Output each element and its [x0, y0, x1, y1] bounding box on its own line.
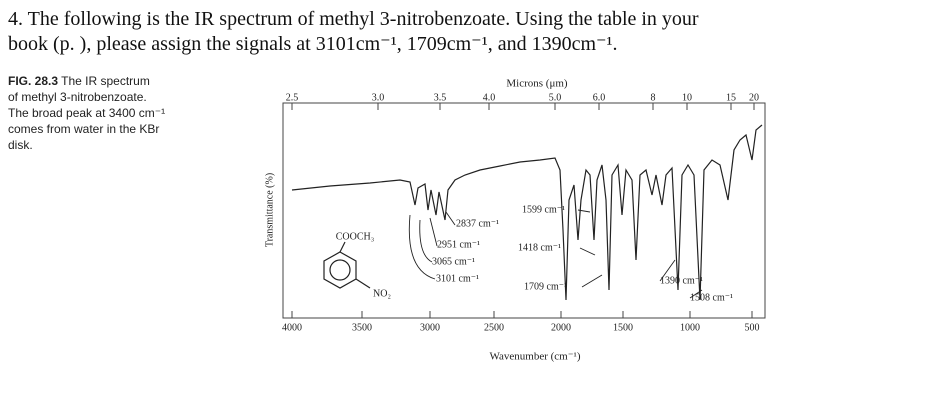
bottom-tick-label: 500	[745, 322, 760, 333]
top-tick-label: 15	[726, 92, 736, 103]
caption-text: of methyl 3-nitrobenzoate.	[8, 90, 147, 104]
top-tick-label: 20	[749, 92, 759, 103]
annotation: COOCH₃	[336, 231, 375, 242]
bottom-tick-label: 2500	[484, 322, 504, 333]
caption-text: disk.	[8, 138, 33, 152]
peak-arrows	[408, 209, 703, 299]
annotation: 1390 cm⁻¹	[660, 275, 703, 286]
spectrum-trace	[291, 124, 763, 301]
structure	[323, 241, 371, 289]
caption-text: comes from water in the KBr	[8, 122, 160, 136]
question-line: 4. The following is the IR spectrum of m…	[8, 8, 699, 30]
annotation: 1508 cm⁻¹	[690, 292, 733, 303]
top-tick-label: 6.0	[593, 92, 606, 103]
plot-frame	[282, 102, 766, 319]
annotation: 3101 cm⁻¹	[436, 273, 479, 284]
question-line: book (p. ), please assign the signals at…	[8, 33, 618, 55]
annotation: NO₂	[373, 288, 391, 299]
figure-caption: FIG. 28.3 The IR spectrum	[8, 74, 150, 88]
annotation: 1709 cm⁻¹	[524, 281, 567, 292]
top-axis: 2.5 3.0 3.5 4.0 5.0 6.0 8 10 15 20	[286, 92, 759, 110]
caption-text: The broad peak at 3400 cm⁻¹	[8, 106, 166, 120]
top-tick-label: 8	[651, 92, 656, 103]
top-tick-label: 2.5	[286, 92, 299, 103]
bottom-tick-label: 4000	[282, 322, 302, 333]
bottom-tick-label: 3000	[420, 322, 440, 333]
top-tick-label: 3.5	[434, 92, 447, 103]
bottom-tick-label: 2000	[551, 322, 571, 333]
top-tick-label: 5.0	[549, 92, 562, 103]
caption-text: The IR spectrum	[61, 74, 150, 88]
annotation: 1418 cm⁻¹	[518, 242, 561, 253]
annotation: 2951 cm⁻¹	[437, 239, 480, 250]
y-axis-title: Transmittance (%)	[264, 173, 275, 247]
annotation: 3065 cm⁻¹	[432, 256, 475, 267]
annotation: 2837 cm⁻¹	[456, 218, 499, 229]
top-axis-title: Microns (μm)	[506, 78, 568, 90]
top-tick-label: 4.0	[483, 92, 496, 103]
top-tick-label: 10	[682, 92, 692, 103]
bottom-tick-label: 1000	[680, 322, 700, 333]
bottom-axis-title: Wavenumber (cm⁻¹)	[490, 351, 581, 363]
bottom-axis: 4000 3500 3000 2500 2000 1500 1000 500	[282, 311, 760, 333]
figure-number: FIG. 28.3	[8, 74, 59, 88]
annotation: 1599 cm⁻¹	[522, 204, 565, 215]
bottom-tick-label: 1500	[613, 322, 633, 333]
bottom-tick-label: 3500	[352, 322, 372, 333]
top-tick-label: 3.0	[372, 92, 385, 103]
